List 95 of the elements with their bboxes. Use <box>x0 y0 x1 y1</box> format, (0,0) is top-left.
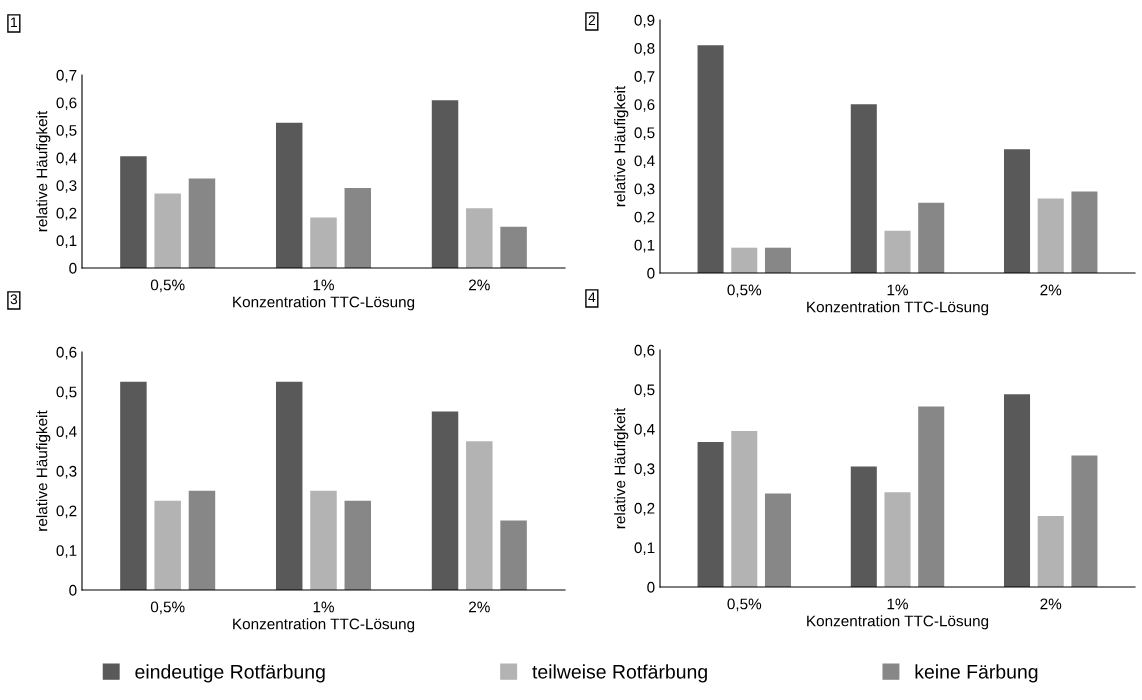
y-tick-label: 0,6 <box>634 99 655 112</box>
x-tick-label: 0,5% <box>150 601 185 615</box>
y-tick-label: 0 <box>69 262 77 274</box>
bar <box>344 500 372 590</box>
x-tick-label: 2% <box>1040 598 1062 610</box>
legend-label: eindeutige Rotfärbung <box>135 664 325 683</box>
bar <box>1003 394 1031 587</box>
text: 3 <box>10 294 18 305</box>
y-axis-title: relative Häufigkeit <box>36 410 51 531</box>
y-tick-label: 0,5 <box>634 127 655 140</box>
x-tick-label: 1% <box>313 279 334 291</box>
y-tick-label: 0,2 <box>56 207 77 221</box>
y-tick-label: 0,8 <box>634 42 655 56</box>
legend-label: keine Färbung <box>915 664 1038 683</box>
y-tick-label: 0,5 <box>634 384 655 397</box>
bar <box>884 230 911 273</box>
bar <box>120 381 147 590</box>
y-tick-label: 0,2 <box>634 211 655 225</box>
bar <box>466 441 493 590</box>
y-tick-label: 0,1 <box>56 235 77 248</box>
x-tick-label: 0,5% <box>727 598 762 612</box>
x-tick-label: 1% <box>887 598 908 610</box>
x-tick-label: 2% <box>469 601 490 613</box>
y-tick-label: 0,4 <box>634 155 655 169</box>
x-axis-title: Konzentration TTC-Lösung <box>807 301 989 316</box>
bar <box>120 156 147 268</box>
x-tick-label: 1% <box>887 284 908 296</box>
y-tick-label: 0,6 <box>634 344 655 358</box>
y-tick-label: 0,7 <box>634 71 655 84</box>
x-tick-label: 0,5% <box>727 284 762 298</box>
y-tick-label: 0,5 <box>56 386 77 400</box>
y-tick-label: 0,2 <box>56 505 77 519</box>
x-tick-label: 2% <box>1040 284 1062 296</box>
bar <box>344 188 372 268</box>
legend-label: teilweise Rotfärbung <box>532 664 707 683</box>
text: 2 <box>588 15 596 26</box>
bar <box>1037 198 1064 273</box>
bar <box>731 247 758 273</box>
y-tick-label: 0,1 <box>56 545 77 558</box>
y-tick-label: 0,5 <box>56 125 77 138</box>
bar <box>1071 191 1098 273</box>
y-tick-label: 0 <box>69 584 77 596</box>
bar <box>154 193 181 268</box>
bar <box>918 202 945 273</box>
bar <box>275 381 303 590</box>
y-tick-label: 0,3 <box>56 180 77 193</box>
x-axis-title: Konzentration TTC-Lösung <box>807 615 989 630</box>
bar <box>1003 149 1031 273</box>
y-tick-label: 0,3 <box>634 183 655 197</box>
bar <box>884 492 911 587</box>
y-axis-title: relative Häufigkeit <box>614 407 629 529</box>
bar <box>731 430 758 587</box>
bar <box>188 178 216 268</box>
bar <box>918 406 945 587</box>
y-tick-label: 0,4 <box>56 426 77 439</box>
bar <box>850 466 877 587</box>
y-tick-label: 0,4 <box>56 152 77 166</box>
y-tick-label: 0,9 <box>634 14 655 28</box>
bar <box>697 45 724 273</box>
x-axis-title: Konzentration TTC-Lösung <box>233 618 415 633</box>
bar <box>188 490 216 590</box>
text: 4 <box>588 292 596 303</box>
bar <box>466 208 493 268</box>
x-tick-label: 1% <box>313 601 334 613</box>
y-tick-label: 0,1 <box>634 542 655 555</box>
bar <box>431 100 459 268</box>
y-tick-label: 0,3 <box>56 465 77 479</box>
y-tick-label: 0 <box>647 581 655 593</box>
bar <box>850 104 877 273</box>
y-tick-label: 0,1 <box>634 239 655 253</box>
bar <box>154 500 181 590</box>
y-tick-label: 0,6 <box>56 97 77 111</box>
bar <box>697 442 724 587</box>
y-axis-title: relative Häufigkeit <box>614 85 629 207</box>
x-tick-label: 2% <box>469 279 490 291</box>
text: 1 <box>11 17 18 28</box>
y-tick-label: 0,6 <box>56 346 77 360</box>
x-tick-label: 0,5% <box>150 279 185 293</box>
y-tick-label: 0,7 <box>56 69 77 83</box>
y-axis-title: relative Häufigkeit <box>36 110 51 232</box>
y-tick-label: 0 <box>647 267 655 279</box>
bar <box>310 490 337 590</box>
y-tick-label: 0,4 <box>634 423 655 437</box>
bar <box>764 247 792 273</box>
bar <box>1071 455 1098 587</box>
bar <box>500 520 527 590</box>
bar <box>310 217 337 268</box>
y-tick-label: 0,3 <box>634 463 655 476</box>
bar <box>764 493 792 587</box>
y-tick-label: 0,2 <box>634 502 655 516</box>
bar <box>500 226 527 268</box>
bar <box>1037 515 1064 587</box>
bar <box>431 411 459 590</box>
bar <box>275 122 303 268</box>
x-axis-title: Konzentration TTC-Lösung <box>233 296 415 311</box>
